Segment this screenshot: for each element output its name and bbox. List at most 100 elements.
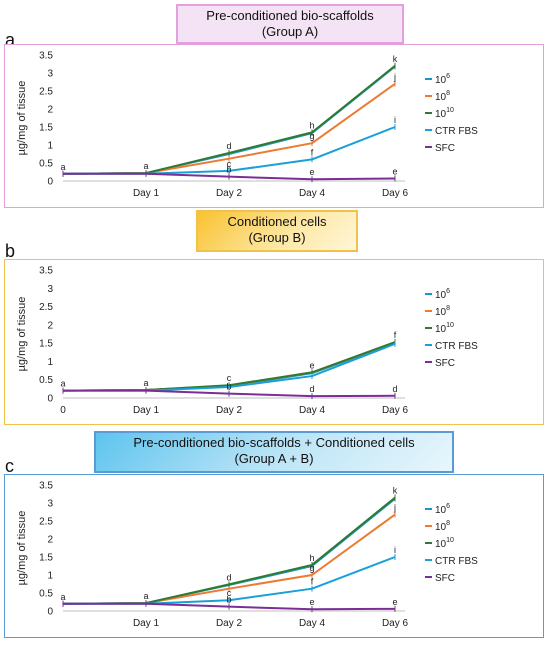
y-tick-label: 2 [47,105,53,116]
significance-label: a [60,379,65,389]
y-tick-label: 0.5 [39,159,53,170]
significance-label: j [393,72,396,82]
significance-label: d [392,384,397,394]
legend-label: 106 [435,73,450,86]
significance-label: e [309,597,314,607]
significance-label: a [143,161,148,171]
significance-label: c [227,588,232,598]
y-tick-label: 2.5 [39,517,53,528]
y-tick-label: 3.5 [39,481,53,492]
significance-label: b [226,595,231,605]
y-tick-label: 2.5 [39,302,53,313]
significance-label: e [309,167,314,177]
x-tick-label: Day 6 [382,618,409,629]
y-axis-label: µg/mg of tissue [16,511,28,586]
significance-label: k [393,486,398,496]
significance-label: c [227,373,232,383]
legend-label: 106 [435,503,450,516]
y-tick-label: 0 [47,607,53,618]
legend-label: 106 [435,288,450,301]
significance-label: k [393,54,398,64]
y-axis-label: µg/mg of tissue [16,297,28,372]
y-tick-label: 2.5 [39,87,53,98]
significance-label: e [392,166,397,176]
legend-label: 108 [435,520,450,533]
significance-label: d [226,572,231,582]
x-tick-label: Day 6 [382,188,409,199]
significance-label: a [143,378,148,388]
banner-subtitle: (Group A + B) [234,451,314,466]
y-tick-label: 1.5 [39,339,53,350]
panel-letter: a [5,30,16,50]
significance-label: d [226,141,231,151]
y-tick-label: 0 [47,177,53,188]
significance-label: e [309,360,314,370]
panel-letter: b [5,241,16,261]
banner-group-a: Pre-conditioned bio-scaffolds (Group A) [176,4,404,44]
y-tick-label: 0.5 [39,375,53,386]
significance-label: a [143,591,148,601]
banner-title: Pre-conditioned bio-scaffolds + Conditio… [133,435,415,450]
y-tick-label: 1 [47,141,53,152]
banner-subtitle: (Group B) [248,230,306,245]
significance-label: c [227,159,232,169]
significance-label: g [309,131,314,141]
significance-label: d [309,384,314,394]
chart-panel-a: µg/mg of tissue 0 0.5 1 1.5 2 2.5 3 3.5 Day 1 Day … [4,44,544,208]
significance-label: i [394,115,396,125]
chart-panel-c: µg/mg of tissue 0 0.5 1 1.5 2 2.5 3 3.5 Day 1 Day … [4,474,544,638]
significance-label: a [60,162,65,172]
x-tick-label: Day 1 [133,405,160,416]
y-tick-label: 1 [47,357,53,368]
y-tick-label: 3 [47,284,53,295]
x-tick-label: Day 2 [216,405,243,416]
x-tick-label: Day 4 [299,188,326,199]
legend-label: CTR FBS [435,556,478,567]
legend-label: SFC [435,143,455,154]
chart-svg: µg/mg of tissue 0 0.5 1 1.5 2 2.5 3 3.5 Day 1 Day … [16,481,478,630]
x-tick-label: Day 4 [299,618,326,629]
banner-subtitle: (Group A) [261,24,319,39]
significance-label: g [309,563,314,573]
y-tick-label: 1.5 [39,553,53,564]
x-tick-label: Day 4 [299,405,326,416]
x-tick-label: Day 2 [216,188,243,199]
x-tick-label: Day 1 [133,188,160,199]
y-tick-label: 3 [47,499,53,510]
significance-label: h [309,553,314,563]
y-tick-label: 3 [47,69,53,80]
y-tick-label: 1 [47,571,53,582]
y-tick-label: 0 [47,394,53,405]
panel-letter: c [5,456,14,476]
legend-label: SFC [435,358,455,369]
banner-group-b: Conditioned cells (Group B) [196,210,358,252]
chart-panel-b: µg/mg of tissue 0 0.5 1 1.5 2 2.5 3 3.5 0 Day 1 Day… [4,259,544,425]
legend-label: 108 [435,90,450,103]
significance-label: f [311,147,314,157]
legend-label: CTR FBS [435,341,478,352]
x-tick-label: Day 1 [133,618,160,629]
y-tick-label: 2 [47,535,53,546]
y-tick-label: 0.5 [39,589,53,600]
legend-label: 1010 [435,107,454,120]
significance-label: i [394,545,396,555]
chart-svg: µg/mg of tissue 0 0.5 1 1.5 2 2.5 3 3.5 Day 1 Day … [16,51,478,200]
significance-label: f [311,577,314,587]
y-tick-label: 3.5 [39,51,53,62]
banner-title: Conditioned cells [227,214,327,229]
significance-label: b [226,165,231,175]
x-tick-label: Day 2 [216,618,243,629]
significance-label: f [394,330,397,340]
x-tick-label: 0 [60,405,66,416]
significance-label: j [393,503,396,513]
y-tick-label: 1.5 [39,123,53,134]
y-tick-label: 3.5 [39,266,53,277]
significance-label: h [309,120,314,130]
y-axis-label: µg/mg of tissue [16,81,28,156]
significance-label: b [226,382,231,392]
chart-svg: µg/mg of tissue 0 0.5 1 1.5 2 2.5 3 3.5 0 Day 1 Day… [16,266,478,417]
legend-label: 1010 [435,322,454,335]
legend-label: CTR FBS [435,126,478,137]
banner-group-c: Pre-conditioned bio-scaffolds + Conditio… [94,431,454,473]
y-tick-label: 2 [47,320,53,331]
